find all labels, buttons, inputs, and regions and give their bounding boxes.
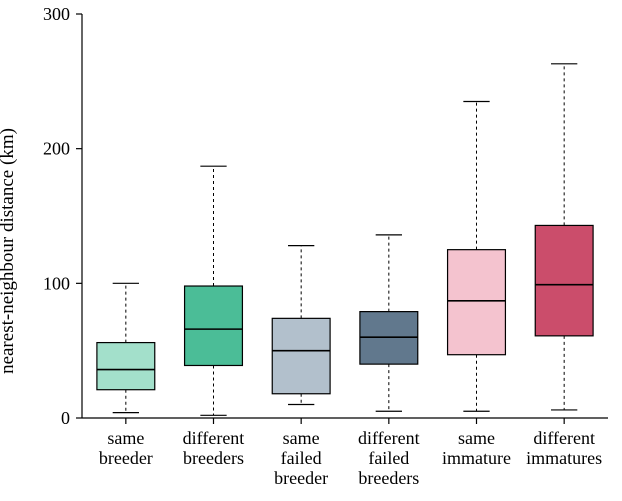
- x-tick-label: breeders: [358, 468, 419, 488]
- x-tick-label: different: [358, 428, 420, 448]
- x-tick-label: immature: [442, 448, 511, 468]
- y-tick-label: 100: [43, 273, 70, 293]
- box: [272, 318, 330, 393]
- y-tick-label: 300: [43, 4, 70, 24]
- x-tick-label: breeder: [274, 468, 328, 488]
- box: [97, 343, 155, 390]
- y-tick-label: 0: [61, 408, 70, 428]
- x-tick-label: breeders: [183, 448, 244, 468]
- x-tick-label: same: [107, 428, 144, 448]
- y-tick-label: 200: [43, 139, 70, 159]
- x-tick-label: different: [183, 428, 245, 448]
- chart-svg: 0100200300samebreederdifferentbreederssa…: [0, 0, 622, 501]
- y-axis-label: nearest-neighbour distance (km): [0, 128, 19, 374]
- x-tick-label: failed: [281, 448, 322, 468]
- x-tick-label: same: [283, 428, 320, 448]
- x-tick-label: breeder: [99, 448, 153, 468]
- x-tick-label: immatures: [526, 448, 602, 468]
- x-tick-label: different: [533, 428, 595, 448]
- box: [535, 225, 593, 335]
- box: [448, 250, 506, 355]
- boxplot-chart: nearest-neighbour distance (km) 0 100 200 3…: [0, 0, 622, 501]
- box: [185, 286, 243, 365]
- x-tick-label: same: [458, 428, 495, 448]
- x-tick-label: failed: [368, 448, 409, 468]
